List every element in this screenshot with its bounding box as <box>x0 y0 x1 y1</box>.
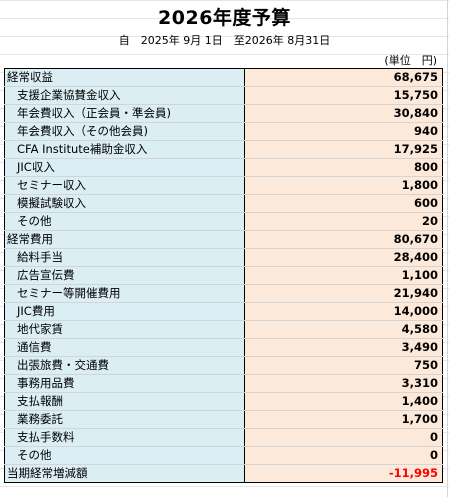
section-label[interactable]: 経常収益 <box>4 68 245 87</box>
item-value[interactable]: 30,840 <box>244 104 443 123</box>
table-row: 支払報酬 1,400 <box>4 392 443 411</box>
item-value[interactable]: 3,490 <box>244 338 443 357</box>
item-value[interactable]: 750 <box>244 356 443 375</box>
table-row: その他 0 <box>4 446 443 465</box>
item-label[interactable]: 事務用品費 <box>4 374 245 393</box>
item-value[interactable]: 3,310 <box>244 374 443 393</box>
item-label[interactable]: 通信費 <box>4 338 245 357</box>
item-value[interactable]: 17,925 <box>244 140 443 159</box>
table-row: 通信費 3,490 <box>4 338 443 357</box>
table-row: 年会費収入（正会員・準会員) 30,840 <box>4 104 443 123</box>
item-label[interactable]: セミナー等開催費用 <box>4 284 245 303</box>
table-row: JIC収入 800 <box>4 158 443 177</box>
table-row: 業務委託 1,700 <box>4 410 443 429</box>
section-row: 経常費用 80,670 <box>4 230 443 249</box>
item-value[interactable]: 15,750 <box>244 86 443 105</box>
item-label[interactable]: 年会費収入（その他会員) <box>4 122 245 141</box>
section-row: 経常収益 68,675 <box>4 68 443 87</box>
section-total-value[interactable]: -11,995 <box>244 464 443 483</box>
item-label[interactable]: 給料手当 <box>4 248 245 267</box>
table-row: 広告宣伝費 1,100 <box>4 266 443 285</box>
item-value[interactable]: 1,700 <box>244 410 443 429</box>
section-label[interactable]: 当期経常増減額 <box>4 464 245 483</box>
item-label[interactable]: 模擬試験収入 <box>4 194 245 213</box>
item-value[interactable]: 4,580 <box>244 320 443 339</box>
item-value[interactable]: 940 <box>244 122 443 141</box>
table-row: 出張旅費・交通費 750 <box>4 356 443 375</box>
item-label[interactable]: 年会費収入（正会員・準会員) <box>4 104 245 123</box>
table-row: その他 20 <box>4 212 443 231</box>
item-value[interactable]: 28,400 <box>244 248 443 267</box>
table-row: セミナー収入 1,800 <box>4 176 443 195</box>
table-row: CFA Institute補助金収入 17,925 <box>4 140 443 159</box>
item-value[interactable]: 800 <box>244 158 443 177</box>
section-total-value[interactable]: 80,670 <box>244 230 443 249</box>
item-label[interactable]: 支払報酬 <box>4 392 245 411</box>
item-label[interactable]: 出張旅費・交通費 <box>4 356 245 375</box>
table-row: 年会費収入（その他会員) 940 <box>4 122 443 141</box>
table-row: JIC費用 14,000 <box>4 302 443 321</box>
item-value[interactable]: 20 <box>244 212 443 231</box>
table-row: 模擬試験収入 600 <box>4 194 443 213</box>
table-row: 支払手数料 0 <box>4 428 443 447</box>
item-label[interactable]: 支払手数料 <box>4 428 245 447</box>
item-label[interactable]: 地代家賃 <box>4 320 245 339</box>
budget-title: 2026年度予算 <box>158 7 291 29</box>
item-label[interactable]: JIC収入 <box>4 158 245 177</box>
item-value[interactable]: 1,800 <box>244 176 443 195</box>
budget-table: 経常収益 68,675 支援企業協賛金収入 15,750 年会費収入（正会員・準会員) 3… <box>4 68 443 483</box>
item-value[interactable]: 21,940 <box>244 284 443 303</box>
column-separator <box>447 0 448 497</box>
fiscal-period: 自 2025年 9月 1日 至2026年 8月31日 <box>118 34 331 47</box>
item-value[interactable]: 600 <box>244 194 443 213</box>
item-value[interactable]: 14,000 <box>244 302 443 321</box>
item-label[interactable]: 支援企業協賛金収入 <box>4 86 245 105</box>
item-value[interactable]: 0 <box>244 446 443 465</box>
item-value[interactable]: 1,100 <box>244 266 443 285</box>
item-label[interactable]: JIC費用 <box>4 302 245 321</box>
item-label[interactable]: CFA Institute補助金収入 <box>4 140 245 159</box>
table-row: 事務用品費 3,310 <box>4 374 443 393</box>
table-row: 支援企業協賛金収入 15,750 <box>4 86 443 105</box>
table-row: セミナー等開催費用 21,940 <box>4 284 443 303</box>
item-label[interactable]: 業務委託 <box>4 410 245 429</box>
item-label[interactable]: セミナー収入 <box>4 176 245 195</box>
section-row: 当期経常増減額 -11,995 <box>4 464 443 483</box>
section-label[interactable]: 経常費用 <box>4 230 245 249</box>
table-row: 給料手当 28,400 <box>4 248 443 267</box>
item-value[interactable]: 1,400 <box>244 392 443 411</box>
item-label[interactable]: その他 <box>4 212 245 231</box>
section-total-value[interactable]: 68,675 <box>244 68 443 87</box>
item-label[interactable]: その他 <box>4 446 245 465</box>
item-value[interactable]: 0 <box>244 428 443 447</box>
unit-label: (単位 円) <box>384 54 437 67</box>
table-row: 地代家賃 4,580 <box>4 320 443 339</box>
item-label[interactable]: 広告宣伝費 <box>4 266 245 285</box>
